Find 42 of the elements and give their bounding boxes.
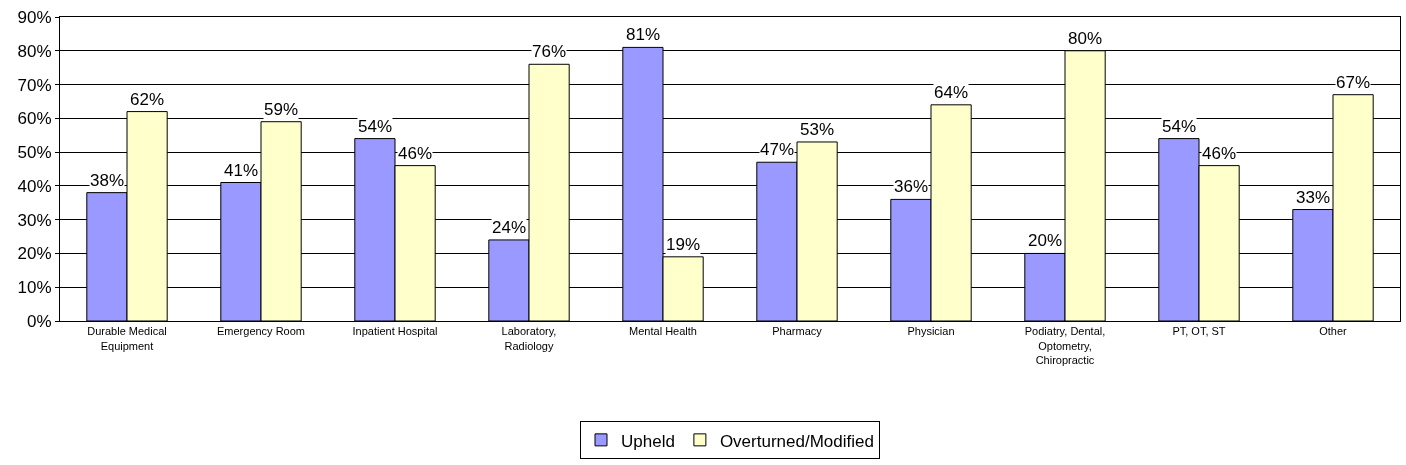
x-tick-label: PT, OT, ST: [1172, 325, 1226, 338]
x-tick-label: Inpatient Hospital: [352, 325, 438, 338]
y-tick-label: 70%: [17, 75, 52, 95]
legend-label: Overturned/Modified: [719, 431, 874, 451]
x-tick-label: Mental Health: [629, 325, 697, 338]
data-label: 54%: [1162, 117, 1197, 136]
data-label: 62%: [130, 90, 165, 109]
data-label: 53%: [800, 120, 835, 139]
data-label: 54%: [358, 117, 393, 136]
x-tick-label: Pharmacy: [772, 325, 823, 338]
y-tick-label: 30%: [17, 210, 52, 230]
data-label: 41%: [224, 161, 259, 180]
y-tick-label: 90%: [17, 7, 52, 27]
data-label: 59%: [264, 100, 299, 119]
data-label: 36%: [894, 177, 929, 196]
x-tick-label: Podiatry, Dental, Optometry, Chiropractic: [1024, 325, 1106, 366]
y-tick-label: 20%: [17, 244, 52, 264]
x-tick-label: Laboratory, Radiology: [501, 325, 557, 352]
data-label: 67%: [1336, 73, 1371, 92]
x-tick-label: Emergency Room: [216, 325, 306, 338]
data-label: 33%: [1296, 188, 1331, 207]
data-label: 19%: [666, 235, 701, 254]
x-tick-label: Durable Medical Equipment: [87, 325, 167, 352]
x-tick-label: Other: [1319, 325, 1348, 338]
y-tick-label: 40%: [17, 176, 52, 196]
data-label: 64%: [934, 83, 969, 102]
data-label: 47%: [760, 140, 795, 159]
data-label: 46%: [1202, 144, 1237, 163]
data-label: 76%: [532, 42, 567, 61]
legend-label: Upheld: [621, 431, 675, 451]
data-label: 81%: [626, 25, 661, 44]
y-tick-label: 50%: [17, 143, 52, 163]
y-tick-label: 80%: [17, 41, 52, 61]
data-label: 38%: [90, 171, 125, 190]
data-label: 46%: [398, 144, 433, 163]
y-tick-label: 60%: [17, 109, 52, 129]
x-tick-label: Physician: [907, 325, 955, 338]
y-tick-label: 0%: [27, 311, 52, 331]
data-label: 20%: [1028, 231, 1063, 250]
data-label: 24%: [492, 218, 527, 237]
data-label: 80%: [1068, 29, 1103, 48]
y-tick-label: 10%: [17, 278, 52, 298]
